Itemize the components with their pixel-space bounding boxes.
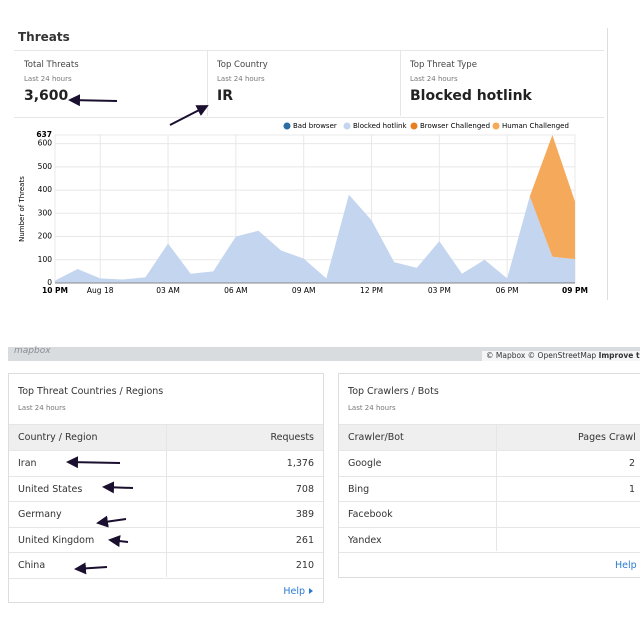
table-row: Germany 389 xyxy=(9,501,323,527)
table-period: Last 24 hours xyxy=(348,404,396,412)
table-card: Top Threat Countries / Regions Last 24 ho… xyxy=(8,373,324,603)
column-divider xyxy=(496,424,497,552)
cell: Iran xyxy=(18,458,37,469)
x-tick-label: 06 PM xyxy=(496,286,519,295)
table-row: Bing 1 xyxy=(339,475,640,502)
y-tick-label: 0 xyxy=(47,278,52,287)
stat-value: 3,600 xyxy=(24,88,69,104)
stats-row xyxy=(14,50,604,118)
divider xyxy=(400,50,401,116)
x-tick-label: 12 PM xyxy=(360,286,383,295)
table-period: Last 24 hours xyxy=(18,404,66,412)
cell: China xyxy=(18,560,46,572)
y-tick-label: 400 xyxy=(38,185,53,194)
y-tick-label: 500 xyxy=(38,162,53,171)
y-tick-label: 100 xyxy=(38,255,53,264)
cell: 2 xyxy=(629,458,636,469)
table-title: Top Crawlers / Bots xyxy=(348,386,439,397)
table-row: China 210 xyxy=(9,552,323,578)
stat-label: Top Country xyxy=(217,60,268,70)
y-tick-label: 300 xyxy=(38,208,53,217)
column-header: Crawler/Bot xyxy=(348,432,404,443)
table-footer: Help xyxy=(339,552,640,578)
cell: 389 xyxy=(295,509,314,521)
stat-period: Last 24 hours xyxy=(410,75,458,83)
x-tick-label: 09 AM xyxy=(292,286,316,295)
legend-label: Browser Challenged xyxy=(420,122,490,130)
column-header: Pages Crawl xyxy=(578,432,636,443)
column-divider xyxy=(166,424,167,577)
table-row: Iran 1,376 xyxy=(9,450,323,476)
stat-period: Last 24 hours xyxy=(217,75,265,83)
threats-card xyxy=(8,28,608,300)
legend-label: Blocked hotlink xyxy=(353,122,407,130)
x-tick-label: 10 PM xyxy=(42,286,68,295)
cell: United Kingdom xyxy=(18,534,95,546)
table-footer: Help xyxy=(9,578,323,604)
legend-swatch xyxy=(283,122,291,130)
table-row: Yandex xyxy=(339,526,640,553)
help-link[interactable]: Help xyxy=(615,560,637,572)
cell: United States xyxy=(18,483,83,495)
stat-label: Total Threats xyxy=(24,60,79,70)
stat-period: Last 24 hours xyxy=(24,75,72,83)
y-tick-label: 600 xyxy=(38,139,53,148)
map-attribution: © Mapbox © OpenStreetMap Improve this xyxy=(482,351,640,361)
table-row: Google 2 xyxy=(339,450,640,476)
section-title: Threats xyxy=(18,30,70,44)
legend-swatch xyxy=(343,122,351,130)
stat-label: Top Threat Type xyxy=(410,60,477,70)
legend-swatch xyxy=(410,122,418,130)
table-row: Facebook xyxy=(339,501,640,527)
stat-value: Blocked hotlink xyxy=(410,88,532,104)
x-tick-label: 03 AM xyxy=(156,286,180,295)
cell: Facebook xyxy=(348,509,393,521)
y-tick-label: 637 xyxy=(36,130,52,139)
y-axis-label: Number of Threats xyxy=(18,176,26,242)
cell: Google xyxy=(348,458,382,469)
legend-swatch xyxy=(492,122,500,130)
cell: Bing xyxy=(348,483,370,495)
help-caret xyxy=(309,588,313,594)
area-series xyxy=(55,135,575,281)
table-row: United Kingdom 261 xyxy=(9,526,323,553)
attribution: © Mapbox © OpenStreetMap xyxy=(486,351,597,360)
legend-label: Human Challenged xyxy=(502,122,569,130)
y-tick-label: 200 xyxy=(38,232,53,241)
x-tick-label: 03 PM xyxy=(428,286,451,295)
divider xyxy=(207,50,208,116)
map-logo: mapbox xyxy=(14,346,51,356)
cell: 210 xyxy=(295,560,314,572)
cell: Germany xyxy=(18,509,62,521)
help-link[interactable]: Help xyxy=(283,586,305,597)
table-card: Top Crawlers / Bots Last 24 hours Crawler/… xyxy=(338,373,640,578)
cell: 261 xyxy=(295,534,314,546)
cell: 708 xyxy=(295,483,314,495)
x-tick-label: 06 AM xyxy=(224,286,248,295)
area-series xyxy=(55,194,575,283)
table-title: Top Threat Countries / Regions xyxy=(18,386,164,397)
column-header: Country / Region xyxy=(18,432,98,443)
column-header: Requests xyxy=(270,432,314,443)
cell: 1,376 xyxy=(286,458,314,469)
cell: 1 xyxy=(629,483,636,495)
x-tick-label: 09 PM xyxy=(562,286,588,295)
table-row: United States 708 xyxy=(9,475,323,502)
x-tick-label: Aug 18 xyxy=(87,286,114,295)
improve-link[interactable]: Improve this xyxy=(598,351,640,360)
table-header: Crawler/Bot Pages Crawl xyxy=(339,424,640,450)
area-series xyxy=(55,194,575,281)
legend-label: Bad browser xyxy=(293,122,337,130)
cell: Yandex xyxy=(348,534,382,546)
stat-value: IR xyxy=(217,88,233,104)
